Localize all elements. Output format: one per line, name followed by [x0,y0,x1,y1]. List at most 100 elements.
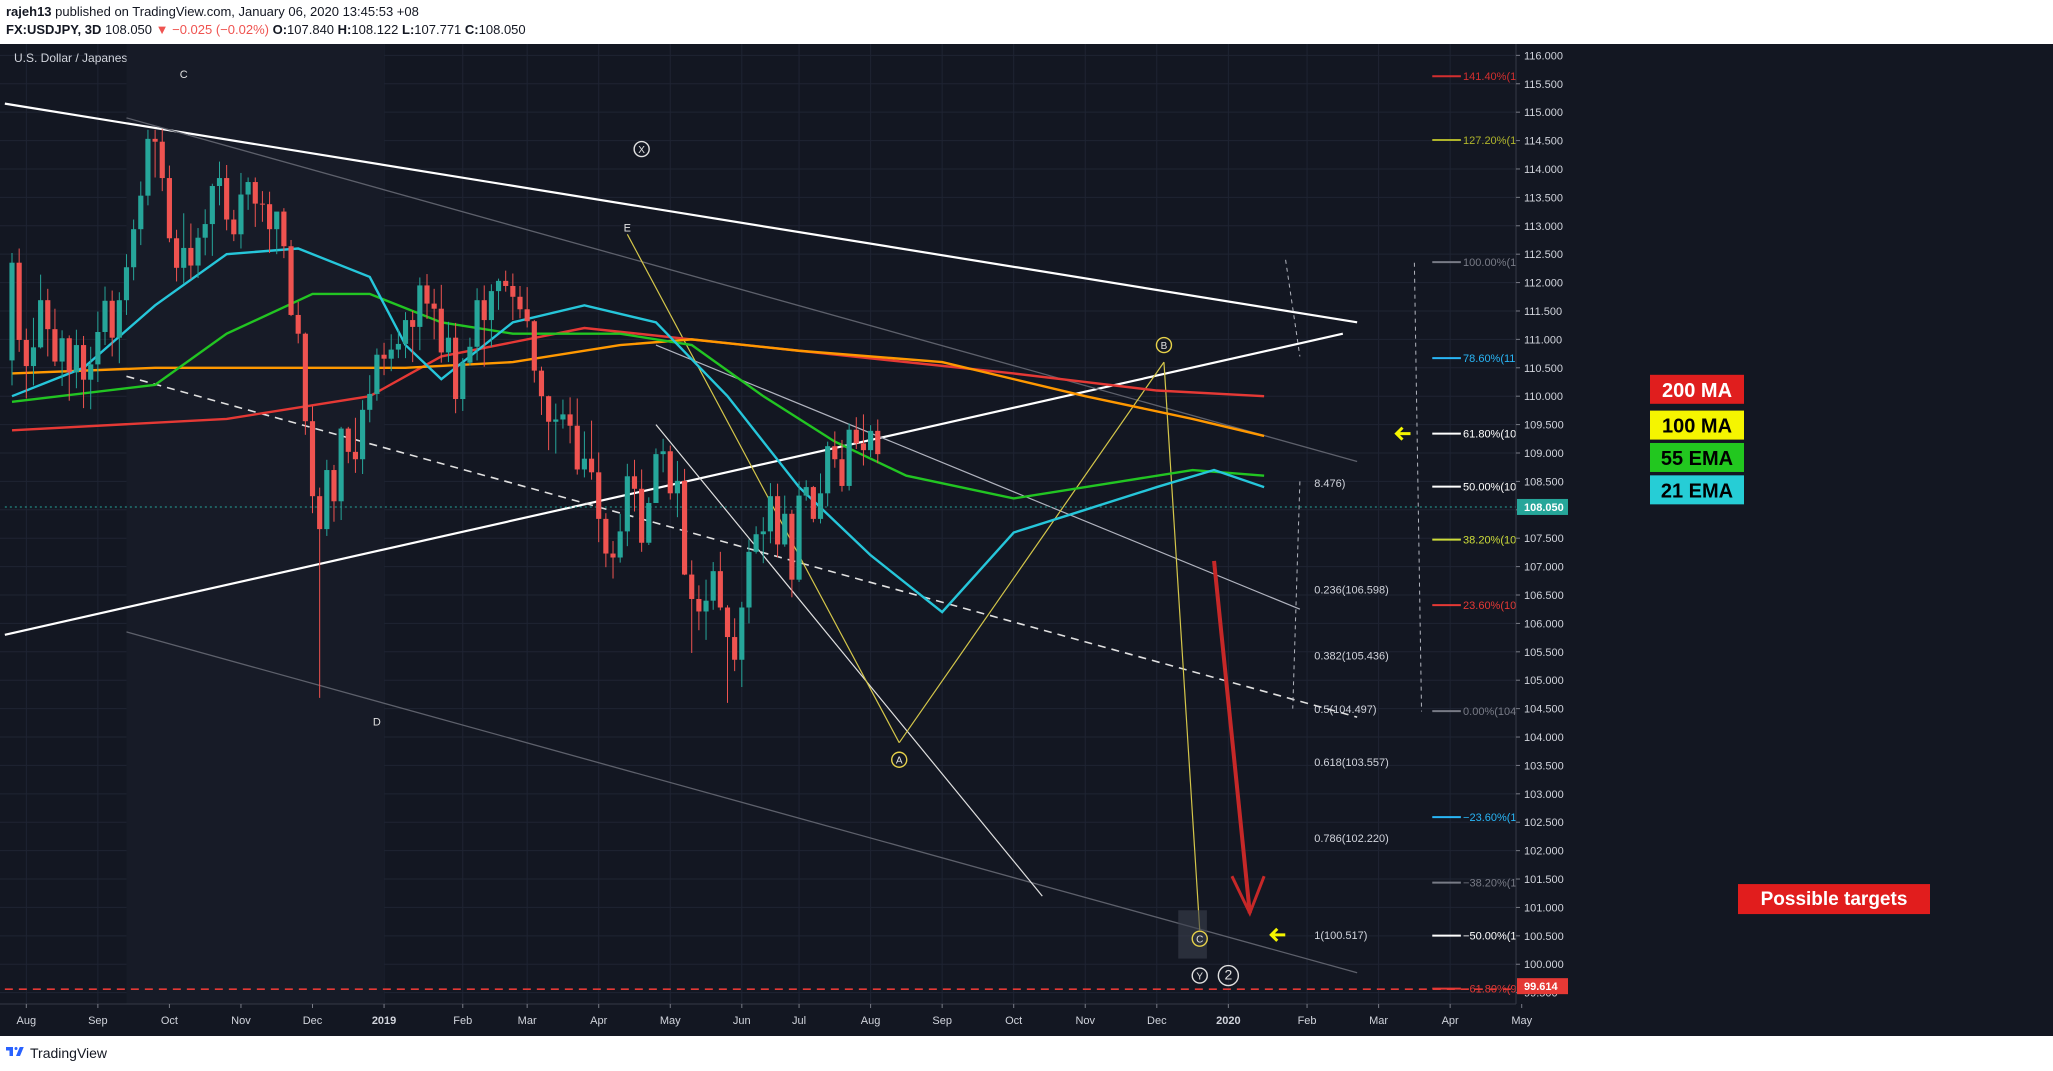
candle-body [59,338,65,362]
low-value: 107.771 [414,22,462,37]
candle-body [245,182,251,195]
candle-body [66,338,72,373]
price-tick-label: 101.000 [1524,902,1564,914]
legend-box [1650,442,1744,472]
published-text: published on TradingView.com, January 06… [55,4,419,19]
footer-brand[interactable]: TradingView [30,1045,108,1061]
price-tick-label: 104.500 [1524,704,1564,716]
candle-body [317,496,323,530]
wave-label: C [1196,935,1203,946]
time-axis[interactable]: Aug Sep Oct Nov Dec 2019 Feb Mar Apr May Jun Jul Aug… [0,1003,2053,1036]
wave-line-2 [898,361,1165,744]
annotation-box [1738,884,1930,915]
price-tick-label: 112.000 [1524,278,1563,290]
price-tick-label: 109.500 [1524,420,1564,432]
candle-body [574,425,580,470]
candle-body [753,534,759,552]
time-tick-label: Aug [861,1015,881,1027]
indicator-lines [11,247,1265,614]
candle-body [746,551,752,608]
candle-body [868,430,874,451]
target-annotation: Possible targets [1738,884,1930,915]
candle-body [166,178,172,239]
candle-body [38,300,44,348]
candle-body [338,428,344,502]
time-tick-label: Sep [932,1015,952,1027]
candle-body [188,247,194,266]
candle-body [302,333,308,422]
target-box [1178,910,1207,959]
wave-line-3 [1163,362,1201,931]
candle-body [767,496,774,532]
price-axis[interactable]: 116.000 115.500 115.000 114.500 114.000 113.5… [1515,44,1574,1036]
fib-level-label: 0.382(105.436) [1314,650,1389,662]
price-tick-label: 115.500 [1524,79,1563,91]
candle-body [517,296,523,310]
candle-body [460,362,466,400]
candle-body [846,429,852,486]
price-tick-label: 116.000 [1524,50,1563,62]
candle-body [875,430,881,455]
price-tick-label: 107.000 [1524,562,1564,574]
fib-level-label: 1(100.517) [1314,930,1367,942]
candle-body [288,246,294,315]
candle-body [145,138,151,196]
price-chart[interactable]: U.S. Dollar / Japanese Yen, 3D, FXCM CDE… [0,44,2053,1036]
price-tick-label: 110.500 [1524,363,1563,375]
candle-body [596,472,602,519]
time-tick-label: Aug [17,1015,37,1027]
candle-body [717,571,723,608]
candle-body [760,531,766,535]
candle-body [495,280,502,292]
candle-body [102,300,108,332]
candle-body [202,224,208,238]
candle-body [488,291,494,321]
candle-body [431,303,437,309]
candle-body [739,607,745,660]
symbol-name[interactable]: FX:USDJPY [6,22,78,37]
time-tick-label: Mar [518,1015,537,1027]
wave-b-channel [655,344,1301,610]
candle-body [653,454,659,503]
wave-a-channel [655,424,1043,897]
candle-body [510,285,516,297]
candle-body [374,354,380,394]
candle-body [173,238,180,268]
indicator-line [11,326,1265,432]
target-arrow-head [1230,875,1266,917]
candle-body [238,194,244,235]
candle-body [603,518,609,554]
candle-body [538,370,545,397]
tradingview-logo-icon[interactable] [6,1045,24,1059]
publisher-name[interactable]: rajeh13 [6,4,52,19]
footer: TradingView [0,1036,2053,1071]
legend-box [1650,374,1744,404]
price-axis-bg [1516,44,1574,1036]
candle-body [660,451,666,455]
yellow-arrow-upper [1394,426,1411,441]
open-value: 107.840 [287,22,335,37]
candle-body [639,488,645,543]
price-tick-label: 104.000 [1524,732,1564,744]
candle-body [631,476,638,489]
time-tick-label: Apr [590,1015,607,1027]
candle-body [88,364,94,380]
price-tick-label: 105.000 [1524,675,1564,687]
candle-body [195,237,201,266]
price-tick-label: 108.500 [1524,476,1564,488]
candle-body [80,345,87,380]
candle-body [9,262,15,361]
candle-body [796,495,802,580]
candle-body [503,280,509,286]
annotation-text: Possible targets [1761,889,1908,910]
time-tick-label: Apr [1442,1015,1459,1027]
candle-body [352,451,359,460]
close-label: C: [464,22,479,37]
time-tick-label: Dec [1147,1015,1167,1027]
last-price-label: 108.050 [1524,502,1564,514]
candle-body [95,332,101,365]
price-tick-label: 111.500 [1524,306,1562,318]
candle-body [367,393,373,410]
candle-body [696,598,702,612]
legend-label: 55 EMA [1661,448,1733,470]
